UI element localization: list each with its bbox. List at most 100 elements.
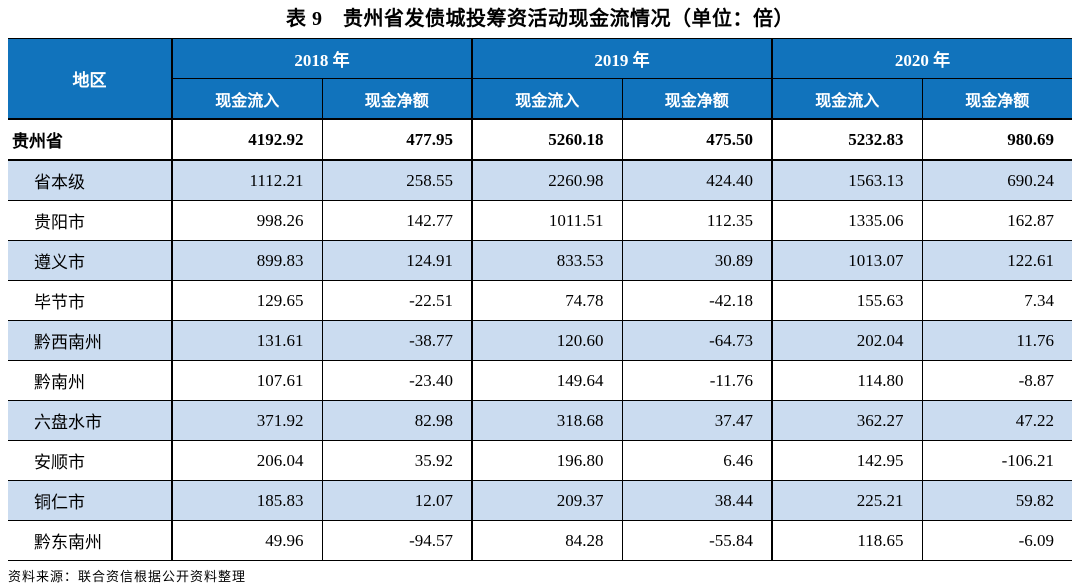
year-header-2019: 2019 年 <box>472 38 773 79</box>
value-cell: 84.28 <box>472 520 623 561</box>
value-cell: 149.64 <box>472 360 623 401</box>
value-cell: 998.26 <box>172 200 323 241</box>
table-row: 省本级 1112.21 258.55 2260.98 424.40 1563.1… <box>8 160 1072 201</box>
value-cell: 120.60 <box>472 320 623 361</box>
value-cell: -6.09 <box>922 520 1072 561</box>
region-cell: 六盘水市 <box>8 400 173 441</box>
value-cell: 124.91 <box>322 240 473 281</box>
value-cell: 74.78 <box>472 280 623 321</box>
value-cell: 1563.13 <box>772 160 923 201</box>
table-row: 贵州省 4192.92 477.95 5260.18 475.50 5232.8… <box>8 119 1072 161</box>
value-cell: 155.63 <box>772 280 923 321</box>
region-cell: 毕节市 <box>8 280 173 321</box>
region-cell: 遵义市 <box>8 240 173 281</box>
table-row: 贵阳市 998.26 142.77 1011.51 112.35 1335.06… <box>8 200 1072 241</box>
table-row: 遵义市 899.83 124.91 833.53 30.89 1013.07 1… <box>8 240 1072 281</box>
value-cell: 162.87 <box>922 200 1072 241</box>
value-cell: 1335.06 <box>772 200 923 241</box>
value-cell: -64.73 <box>622 320 773 361</box>
sub-header-net-2018: 现金净额 <box>322 78 473 120</box>
region-cell: 黔东南州 <box>8 520 173 561</box>
year-header-2020: 2020 年 <box>772 38 1072 79</box>
value-cell: 142.95 <box>772 440 923 481</box>
value-cell: 47.22 <box>922 400 1072 441</box>
value-cell: -38.77 <box>322 320 473 361</box>
value-cell: 185.83 <box>172 480 323 521</box>
value-cell: -55.84 <box>622 520 773 561</box>
table-row: 安顺市 206.04 35.92 196.80 6.46 142.95 -106… <box>8 440 1072 481</box>
value-cell: 899.83 <box>172 240 323 281</box>
table-header: 地区 2018 年 2019 年 2020 年 现金流入 现金净额 现金流入 现… <box>8 38 1072 120</box>
cashflow-table: 地区 2018 年 2019 年 2020 年 现金流入 现金净额 现金流入 现… <box>8 38 1072 561</box>
sub-header-net-2019: 现金净额 <box>622 78 773 120</box>
value-cell: 49.96 <box>172 520 323 561</box>
value-cell: 833.53 <box>472 240 623 281</box>
value-cell: 35.92 <box>322 440 473 481</box>
sub-header-net-2020: 现金净额 <box>922 78 1072 120</box>
source-note: 资料来源：联合资信根据公开资料整理 <box>8 569 247 583</box>
region-cell: 黔西南州 <box>8 320 173 361</box>
value-cell: 118.65 <box>772 520 923 561</box>
value-cell: 475.50 <box>622 119 773 161</box>
value-cell: -11.76 <box>622 360 773 401</box>
value-cell: 5232.83 <box>772 119 923 161</box>
value-cell: 1011.51 <box>472 200 623 241</box>
sub-header-inflow-2018: 现金流入 <box>172 78 323 120</box>
value-cell: -94.57 <box>322 520 473 561</box>
region-cell: 省本级 <box>8 160 173 201</box>
value-cell: 129.65 <box>172 280 323 321</box>
value-cell: 225.21 <box>772 480 923 521</box>
region-cell: 贵阳市 <box>8 200 173 241</box>
value-cell: 318.68 <box>472 400 623 441</box>
value-cell: 6.46 <box>622 440 773 481</box>
value-cell: 107.61 <box>172 360 323 401</box>
year-header-row: 地区 2018 年 2019 年 2020 年 <box>8 38 1072 120</box>
table-row: 黔南州 107.61 -23.40 149.64 -11.76 114.80 -… <box>8 360 1072 401</box>
value-cell: 258.55 <box>322 160 473 201</box>
value-cell: 424.40 <box>622 160 773 201</box>
value-cell: 1013.07 <box>772 240 923 281</box>
value-cell: 980.69 <box>922 119 1072 161</box>
year-header-2018: 2018 年 <box>172 38 473 79</box>
table-title: 表 9 贵州省发债城投筹资活动现金流情况（单位：倍） <box>286 8 794 30</box>
value-cell: 362.27 <box>772 400 923 441</box>
value-cell: 206.04 <box>172 440 323 481</box>
table-row: 铜仁市 185.83 12.07 209.37 38.44 225.21 59.… <box>8 480 1072 521</box>
value-cell: 112.35 <box>622 200 773 241</box>
value-cell: 202.04 <box>772 320 923 361</box>
value-cell: 131.61 <box>172 320 323 361</box>
value-cell: -8.87 <box>922 360 1072 401</box>
value-cell: 477.95 <box>322 119 473 161</box>
table-row: 毕节市 129.65 -22.51 74.78 -42.18 155.63 7.… <box>8 280 1072 321</box>
value-cell: 30.89 <box>622 240 773 281</box>
value-cell: 11.76 <box>922 320 1072 361</box>
value-cell: 690.24 <box>922 160 1072 201</box>
value-cell: 5260.18 <box>472 119 623 161</box>
region-cell: 贵州省 <box>8 119 173 161</box>
value-cell: 1112.21 <box>172 160 323 201</box>
value-cell: 82.98 <box>322 400 473 441</box>
value-cell: 38.44 <box>622 480 773 521</box>
value-cell: 4192.92 <box>172 119 323 161</box>
value-cell: 2260.98 <box>472 160 623 201</box>
value-cell: 371.92 <box>172 400 323 441</box>
sub-header-inflow-2019: 现金流入 <box>472 78 623 120</box>
region-cell: 安顺市 <box>8 440 173 481</box>
table-body: 贵州省 4192.92 477.95 5260.18 475.50 5232.8… <box>8 119 1072 561</box>
sub-header-row: 现金流入 现金净额 现金流入 现金净额 现金流入 现金净额 <box>8 78 1072 120</box>
value-cell: -42.18 <box>622 280 773 321</box>
sub-header-inflow-2020: 现金流入 <box>772 78 923 120</box>
value-cell: 12.07 <box>322 480 473 521</box>
table-row: 黔西南州 131.61 -38.77 120.60 -64.73 202.04 … <box>8 320 1072 361</box>
region-column-header: 地区 <box>8 38 173 120</box>
value-cell: 122.61 <box>922 240 1072 281</box>
value-cell: -22.51 <box>322 280 473 321</box>
region-cell: 铜仁市 <box>8 480 173 521</box>
table-row: 六盘水市 371.92 82.98 318.68 37.47 362.27 47… <box>8 400 1072 441</box>
value-cell: -23.40 <box>322 360 473 401</box>
value-cell: 142.77 <box>322 200 473 241</box>
value-cell: 114.80 <box>772 360 923 401</box>
value-cell: 196.80 <box>472 440 623 481</box>
table-row: 黔东南州 49.96 -94.57 84.28 -55.84 118.65 -6… <box>8 520 1072 561</box>
